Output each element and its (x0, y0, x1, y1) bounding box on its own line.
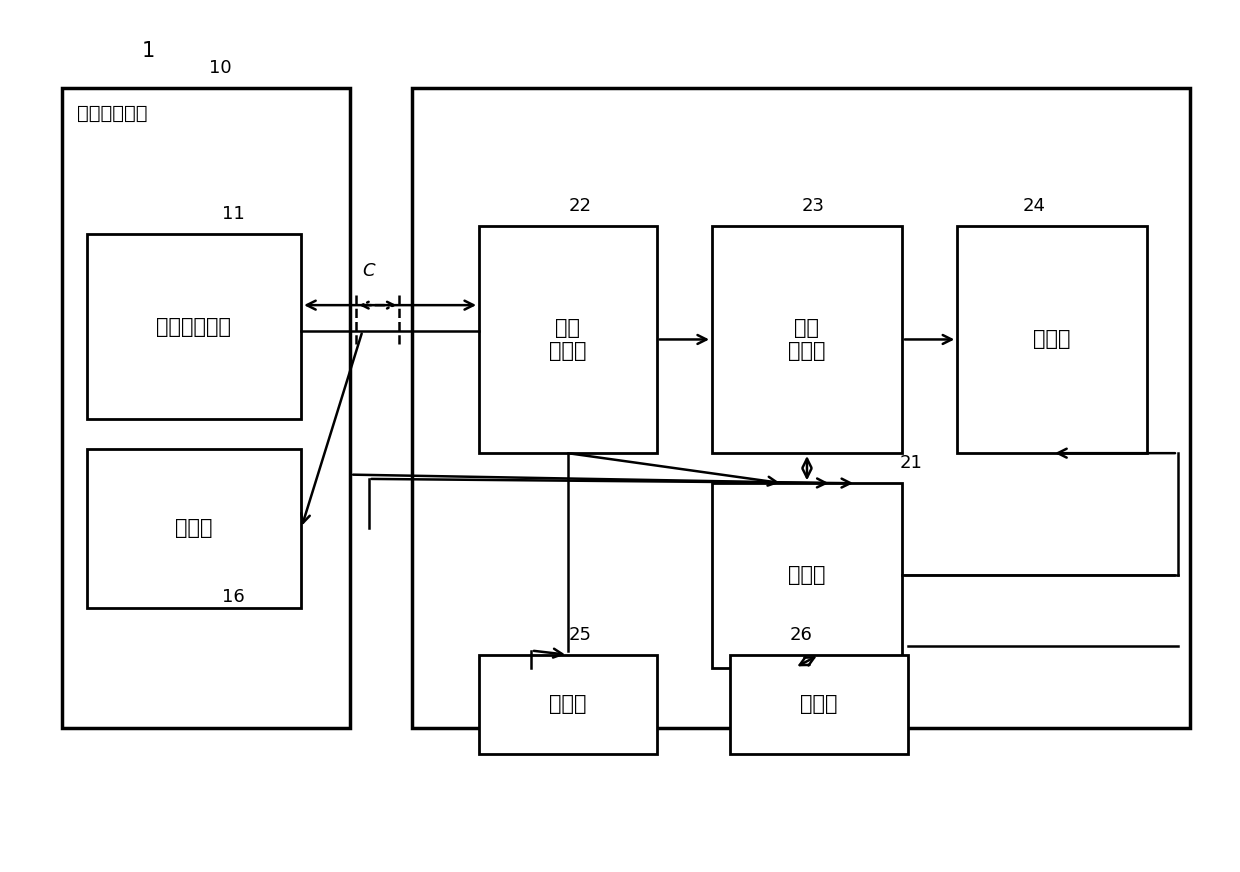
Text: 发送
接收部: 发送 接收部 (549, 318, 587, 361)
Text: 显示部: 显示部 (1033, 330, 1071, 350)
Text: 图像
生成部: 图像 生成部 (789, 318, 826, 361)
Text: 线圈部: 线圈部 (175, 518, 213, 538)
Text: 21: 21 (899, 454, 923, 472)
Text: 26: 26 (789, 626, 812, 644)
Text: 超声波振动器: 超声波振动器 (156, 317, 232, 337)
Text: 16: 16 (222, 588, 244, 606)
Text: 操作部: 操作部 (801, 694, 838, 714)
Text: 11: 11 (222, 205, 244, 223)
Text: 23: 23 (801, 196, 825, 215)
Text: 25: 25 (568, 626, 591, 644)
Text: 存储部: 存储部 (549, 694, 587, 714)
Bar (479, 655, 657, 753)
Text: C: C (362, 262, 374, 280)
Bar (730, 655, 908, 753)
Bar (712, 483, 901, 668)
Bar (62, 88, 350, 728)
Bar (712, 226, 901, 453)
Text: 控制部: 控制部 (789, 565, 826, 585)
Text: 1: 1 (141, 41, 155, 61)
Bar (87, 449, 301, 608)
Text: 22: 22 (568, 196, 591, 215)
Text: 超声波探测器: 超声波探测器 (77, 104, 148, 123)
Text: 10: 10 (210, 59, 232, 78)
Bar (479, 226, 657, 453)
Bar (87, 235, 301, 419)
Bar (957, 226, 1147, 453)
Bar (412, 88, 1190, 728)
Text: 24: 24 (1022, 196, 1045, 215)
